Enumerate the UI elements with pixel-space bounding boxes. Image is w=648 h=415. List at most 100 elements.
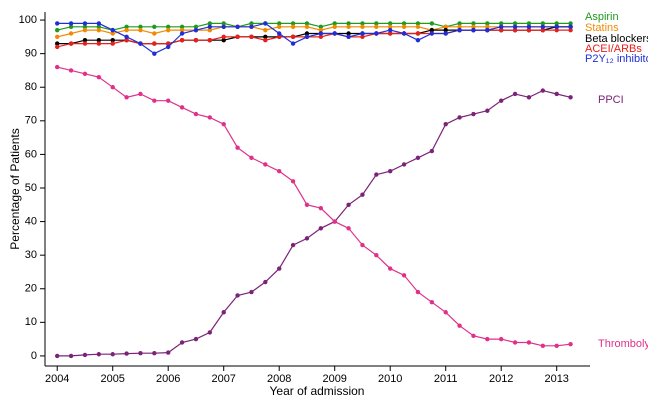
point (332, 219, 337, 224)
point (540, 27, 546, 33)
point (443, 31, 448, 36)
point (96, 27, 102, 33)
series-line (57, 26, 571, 38)
point (110, 27, 115, 33)
point (485, 21, 490, 26)
y-tick-label: 10 (25, 316, 37, 328)
point (55, 44, 60, 50)
point (166, 350, 171, 355)
y-tick-label: 40 (25, 215, 37, 227)
point (485, 336, 490, 342)
point (221, 34, 226, 40)
point (55, 41, 60, 46)
point (110, 352, 115, 357)
point (540, 88, 546, 93)
point (540, 343, 546, 349)
x-tick-label: 2009 (322, 373, 346, 385)
point (415, 38, 421, 43)
point (471, 333, 476, 338)
point (471, 27, 476, 33)
point (388, 21, 393, 26)
point (290, 21, 296, 26)
point (207, 38, 213, 43)
point (526, 27, 532, 33)
point (179, 340, 185, 345)
point (485, 108, 490, 113)
point (360, 24, 365, 29)
point (290, 24, 296, 29)
point (277, 34, 282, 40)
series-line (57, 22, 571, 31)
y-tick-label: 30 (25, 249, 37, 261)
point (110, 41, 115, 46)
point (332, 21, 337, 26)
point (554, 21, 559, 26)
point (55, 21, 60, 26)
point (401, 273, 407, 278)
point (263, 21, 268, 26)
point (554, 91, 559, 97)
point (193, 24, 199, 29)
point (304, 31, 310, 36)
point (124, 38, 129, 43)
point (179, 105, 185, 110)
point (554, 343, 559, 349)
point (55, 27, 60, 33)
point (249, 24, 254, 29)
point (221, 38, 226, 43)
point (249, 289, 254, 295)
x-tick-label: 2006 (156, 373, 180, 385)
point (401, 24, 407, 29)
point (388, 31, 393, 36)
point (193, 336, 199, 342)
point (374, 21, 379, 26)
point (374, 31, 379, 36)
point (429, 27, 435, 33)
point (360, 21, 365, 26)
point (249, 155, 254, 160)
point (499, 336, 504, 342)
point (499, 98, 504, 103)
point (318, 31, 324, 36)
point (110, 38, 115, 43)
point (221, 24, 226, 29)
point (290, 34, 296, 40)
point (68, 68, 74, 73)
point (568, 27, 573, 33)
point (443, 27, 448, 33)
point (485, 24, 490, 29)
point (290, 242, 296, 248)
point (568, 95, 573, 100)
point (249, 34, 254, 40)
point (96, 352, 102, 357)
point (388, 24, 393, 29)
point (124, 34, 129, 40)
point (332, 31, 337, 36)
point (471, 111, 476, 117)
point (96, 21, 102, 26)
x-tick-label: 2004 (45, 373, 69, 385)
point (332, 24, 337, 29)
point (374, 172, 379, 177)
point (429, 21, 435, 26)
point (138, 351, 143, 356)
point (568, 21, 573, 26)
point (235, 24, 240, 29)
point (443, 310, 448, 315)
point (443, 24, 448, 29)
point (68, 31, 74, 36)
point (374, 252, 379, 258)
point (263, 162, 268, 167)
point (152, 351, 157, 356)
point (401, 162, 407, 167)
point (138, 27, 143, 33)
point (249, 21, 254, 26)
point (263, 279, 268, 285)
point (166, 27, 171, 33)
point (166, 44, 171, 50)
point (82, 38, 88, 43)
point (110, 31, 115, 36)
point (55, 353, 60, 359)
point (457, 27, 462, 33)
